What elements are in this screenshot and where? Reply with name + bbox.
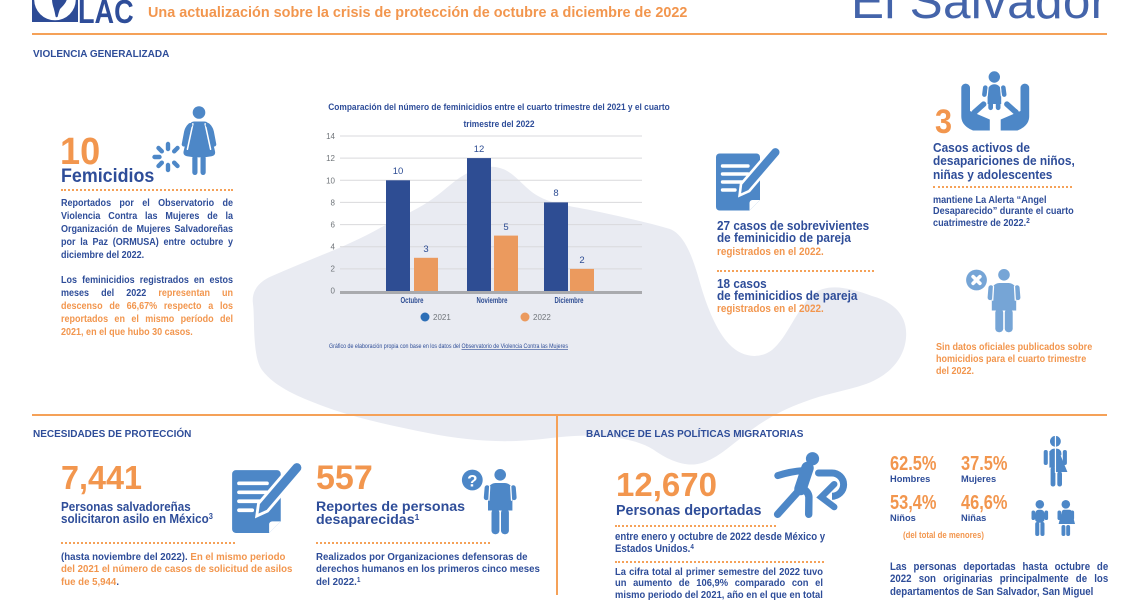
svg-text:Octubre: Octubre [401, 296, 425, 305]
svg-text:2022: 2022 [533, 313, 551, 322]
svg-text:2: 2 [331, 265, 336, 274]
svg-text:2: 2 [579, 255, 584, 266]
svg-text:6: 6 [331, 221, 336, 230]
svg-text:Diciembre: Diciembre [555, 296, 585, 305]
svg-text:14: 14 [326, 132, 335, 141]
svg-text:3: 3 [423, 244, 428, 255]
svg-text:0: 0 [331, 287, 336, 296]
svg-text:2021: 2021 [433, 313, 451, 322]
svg-text:Noviembre: Noviembre [477, 296, 508, 305]
svg-text:10: 10 [326, 177, 335, 186]
svg-text:12: 12 [326, 154, 335, 163]
svg-text:10: 10 [393, 166, 404, 177]
svg-text:?: ? [467, 472, 477, 491]
svg-text:8: 8 [553, 188, 558, 199]
svg-text:5: 5 [503, 222, 508, 233]
svg-text:12: 12 [474, 144, 485, 155]
svg-text:Gráfico de elaboración propia: Gráfico de elaboración propia con base e… [329, 343, 568, 350]
svg-text:4: 4 [331, 243, 336, 252]
svg-text:8: 8 [331, 199, 336, 208]
